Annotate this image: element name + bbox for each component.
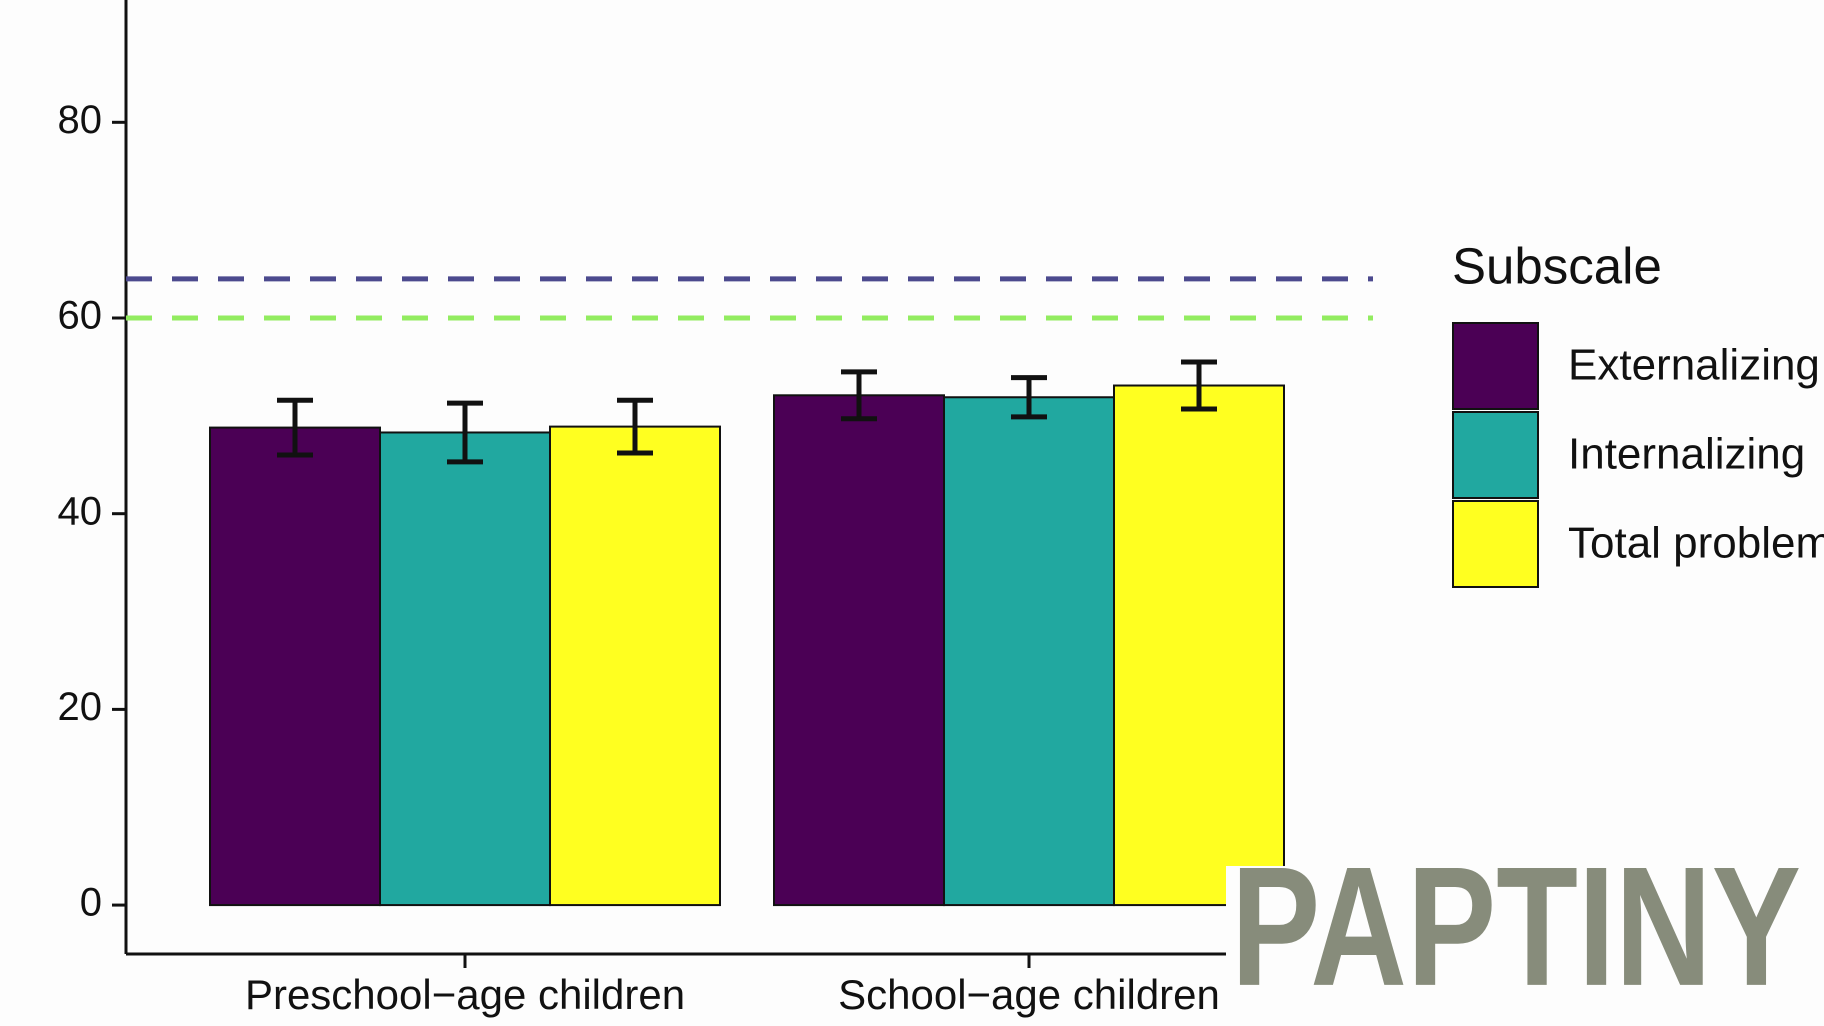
y-tick-label: 40 [58, 489, 103, 533]
legend-label: Total problems [1568, 519, 1824, 568]
legend-label: Internalizing [1568, 430, 1805, 479]
bar [943, 396, 1115, 907]
error-bar [1181, 359, 1217, 412]
legend-label: Externalizing [1568, 341, 1820, 390]
error-bar [447, 400, 483, 465]
y-tick-label: 80 [58, 98, 103, 142]
legend-key [1452, 411, 1539, 499]
bar [1113, 384, 1285, 907]
legend-key [1452, 322, 1539, 410]
watermark-background [1226, 866, 1824, 1010]
error-bar [617, 397, 653, 456]
legend-key [1452, 500, 1539, 588]
bar [379, 431, 551, 907]
watermark: PAPTINY [1231, 832, 1801, 1022]
y-tick-label: 20 [58, 685, 103, 729]
y-tick-label: 60 [58, 294, 103, 338]
error-bar [277, 397, 313, 458]
bar [549, 425, 721, 907]
bar [773, 394, 945, 907]
bar [209, 426, 381, 907]
error-bar [1011, 375, 1047, 420]
legend-title: Subscale [1452, 237, 1662, 294]
y-tick-label: 0 [80, 881, 102, 925]
x-tick-label: School−age children [838, 971, 1220, 1018]
error-bar [841, 369, 877, 422]
x-tick-label: Preschool−age children [245, 971, 685, 1018]
